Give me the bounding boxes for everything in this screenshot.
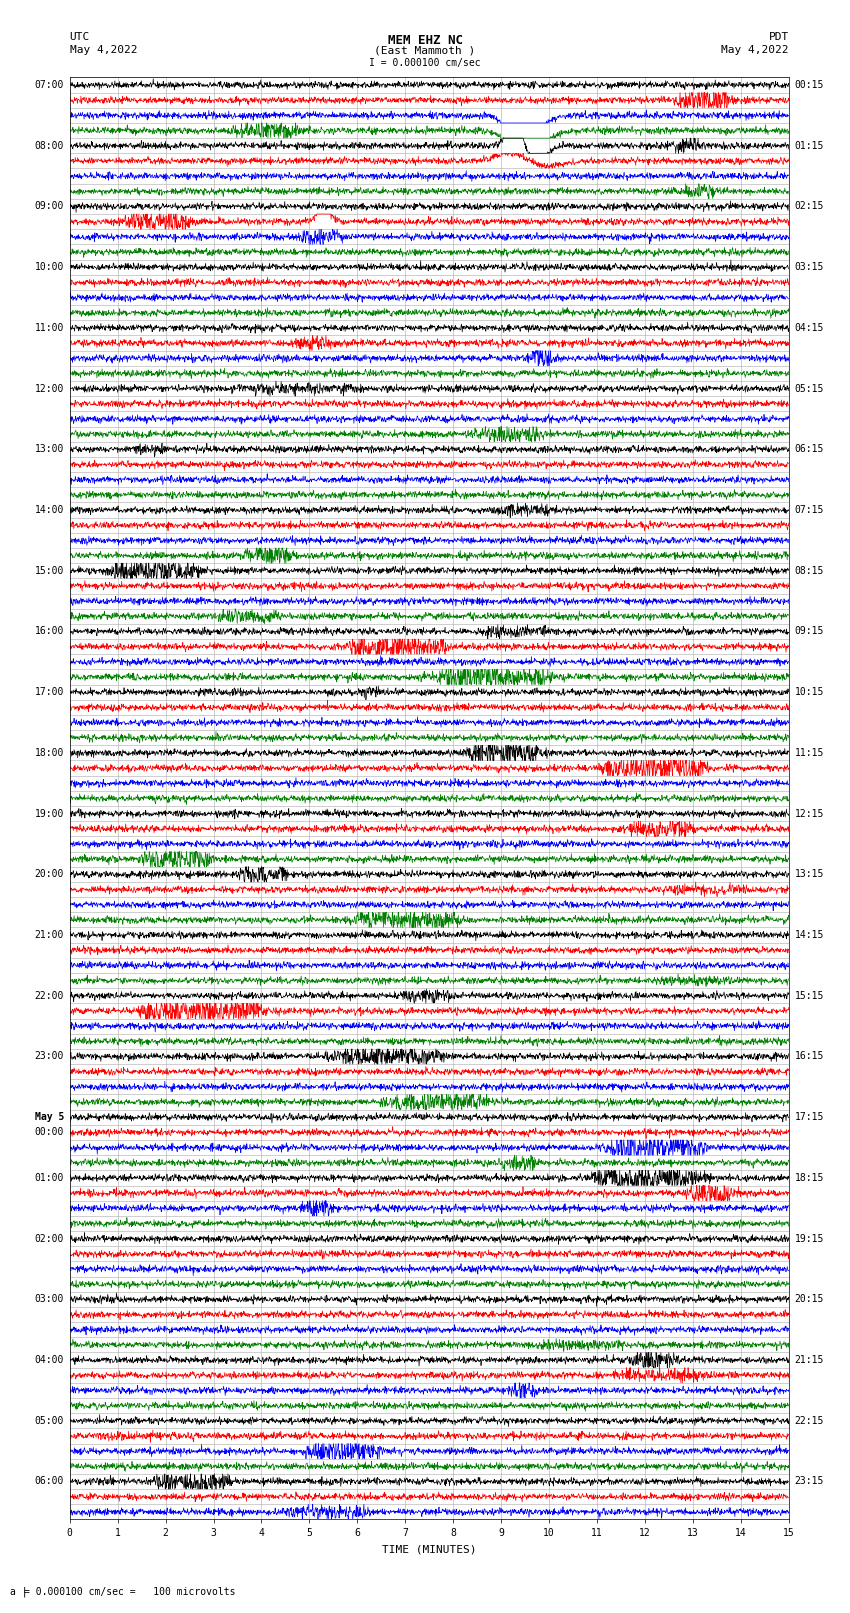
Text: 02:00: 02:00 [35, 1234, 64, 1244]
Text: UTC: UTC [70, 32, 90, 42]
Text: a |: a | [10, 1586, 28, 1597]
Text: 11:15: 11:15 [795, 748, 824, 758]
Text: 00:15: 00:15 [795, 81, 824, 90]
Text: 06:15: 06:15 [795, 444, 824, 455]
Text: 01:00: 01:00 [35, 1173, 64, 1182]
Text: 16:00: 16:00 [35, 626, 64, 637]
Text: 22:15: 22:15 [795, 1416, 824, 1426]
Text: 04:15: 04:15 [795, 323, 824, 332]
Text: MEM EHZ NC: MEM EHZ NC [388, 34, 462, 47]
Text: I = 0.000100 cm/sec: I = 0.000100 cm/sec [369, 58, 481, 68]
Text: = 0.000100 cm/sec =   100 microvolts: = 0.000100 cm/sec = 100 microvolts [24, 1587, 235, 1597]
Text: 06:00: 06:00 [35, 1476, 64, 1487]
Text: 03:00: 03:00 [35, 1294, 64, 1305]
Text: 20:00: 20:00 [35, 869, 64, 879]
Text: 12:15: 12:15 [795, 808, 824, 819]
Text: 22:00: 22:00 [35, 990, 64, 1000]
Text: 03:15: 03:15 [795, 263, 824, 273]
Text: 08:00: 08:00 [35, 140, 64, 150]
Text: 05:15: 05:15 [795, 384, 824, 394]
Text: 15:15: 15:15 [795, 990, 824, 1000]
Text: 04:00: 04:00 [35, 1355, 64, 1365]
Text: 23:00: 23:00 [35, 1052, 64, 1061]
Text: 00:00: 00:00 [35, 1127, 64, 1137]
Text: 09:15: 09:15 [795, 626, 824, 637]
Text: 21:00: 21:00 [35, 931, 64, 940]
Text: 07:00: 07:00 [35, 81, 64, 90]
Text: 10:00: 10:00 [35, 263, 64, 273]
Text: 12:00: 12:00 [35, 384, 64, 394]
Text: 15:00: 15:00 [35, 566, 64, 576]
Text: 14:00: 14:00 [35, 505, 64, 515]
Text: May 4,2022: May 4,2022 [722, 45, 789, 55]
Text: 23:15: 23:15 [795, 1476, 824, 1487]
Text: 18:00: 18:00 [35, 748, 64, 758]
Text: 14:15: 14:15 [795, 931, 824, 940]
Text: 17:00: 17:00 [35, 687, 64, 697]
Text: 02:15: 02:15 [795, 202, 824, 211]
Text: 13:15: 13:15 [795, 869, 824, 879]
Text: May 5: May 5 [35, 1113, 64, 1123]
Text: 13:00: 13:00 [35, 444, 64, 455]
Text: May 4,2022: May 4,2022 [70, 45, 137, 55]
X-axis label: TIME (MINUTES): TIME (MINUTES) [382, 1544, 477, 1553]
Text: 10:15: 10:15 [795, 687, 824, 697]
Text: 17:15: 17:15 [795, 1113, 824, 1123]
Text: 21:15: 21:15 [795, 1355, 824, 1365]
Text: 08:15: 08:15 [795, 566, 824, 576]
Text: 09:00: 09:00 [35, 202, 64, 211]
Text: 05:00: 05:00 [35, 1416, 64, 1426]
Text: 20:15: 20:15 [795, 1294, 824, 1305]
Text: PDT: PDT [768, 32, 789, 42]
Text: 07:15: 07:15 [795, 505, 824, 515]
Text: 19:00: 19:00 [35, 808, 64, 819]
Text: 01:15: 01:15 [795, 140, 824, 150]
Text: (East Mammoth ): (East Mammoth ) [374, 45, 476, 55]
Text: 19:15: 19:15 [795, 1234, 824, 1244]
Text: 16:15: 16:15 [795, 1052, 824, 1061]
Text: 11:00: 11:00 [35, 323, 64, 332]
Text: 18:15: 18:15 [795, 1173, 824, 1182]
